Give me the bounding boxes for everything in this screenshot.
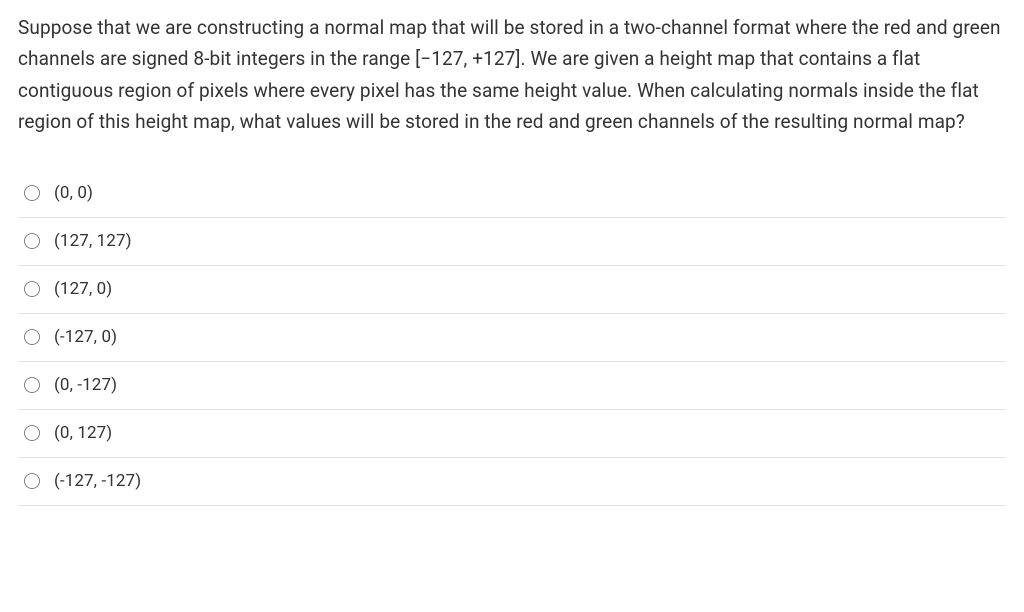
radio-icon[interactable] xyxy=(24,281,40,297)
radio-icon[interactable] xyxy=(24,329,40,345)
option-label: (127, 0) xyxy=(54,279,112,299)
option-label: (-127, -127) xyxy=(54,471,141,491)
option-label: (0, -127) xyxy=(54,375,117,395)
option-1[interactable]: (127, 127) xyxy=(18,218,1006,266)
option-4[interactable]: (0, -127) xyxy=(18,362,1006,410)
radio-icon[interactable] xyxy=(24,377,40,393)
radio-icon[interactable] xyxy=(24,185,40,201)
option-label: (0, 0) xyxy=(54,183,93,203)
option-3[interactable]: (-127, 0) xyxy=(18,314,1006,362)
option-label: (-127, 0) xyxy=(54,327,117,347)
option-label: (0, 127) xyxy=(54,423,112,443)
option-0[interactable]: (0, 0) xyxy=(18,179,1006,218)
question-text: Suppose that we are constructing a norma… xyxy=(18,12,1006,137)
option-6[interactable]: (-127, -127) xyxy=(18,458,1006,506)
option-2[interactable]: (127, 0) xyxy=(18,266,1006,314)
option-5[interactable]: (0, 127) xyxy=(18,410,1006,458)
radio-icon[interactable] xyxy=(24,233,40,249)
radio-icon[interactable] xyxy=(24,425,40,441)
option-label: (127, 127) xyxy=(54,231,132,251)
radio-icon[interactable] xyxy=(24,473,40,489)
options-list: (0, 0) (127, 127) (127, 0) (-127, 0) (0,… xyxy=(18,179,1006,506)
